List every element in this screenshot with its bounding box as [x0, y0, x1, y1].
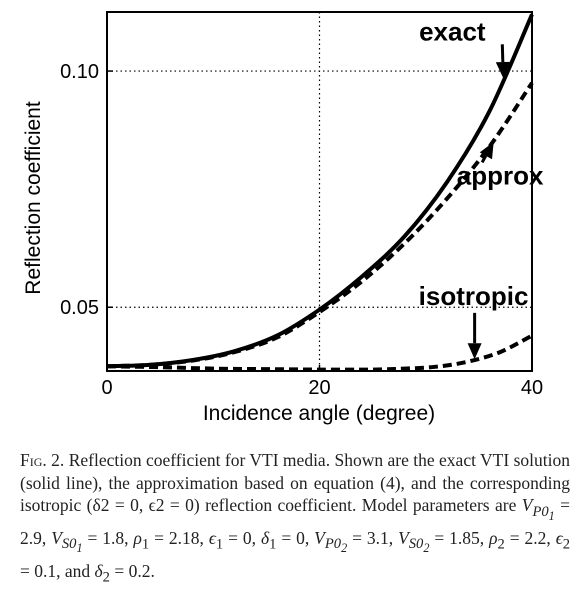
- tick-labels: 0 20 40 0.05 0.10: [60, 61, 543, 399]
- annotation-arrowhead-isotropic: [467, 343, 482, 360]
- figure-caption: Fig. 2. Reflection coefficient for VTI m…: [20, 449, 570, 589]
- annotation-arrow-approx: [480, 155, 488, 164]
- series-approx: [106, 81, 534, 369]
- annotation-approx: approx: [457, 160, 544, 190]
- x-tick-label: 0: [101, 377, 112, 399]
- annotation-isotropic: isotropic: [419, 281, 529, 311]
- annotation-exact: exact: [419, 16, 486, 46]
- annotation-arrowhead-exact: [495, 61, 510, 79]
- caption-label: Fig. 2.: [20, 450, 65, 470]
- series-isotropic: [106, 333, 533, 372]
- annotation-arrow-exact: [500, 44, 505, 63]
- reflection-chart: 0 20 40 0.05 0.10 Incidence angle (degree) R…: [22, 11, 544, 425]
- series-group: [106, 13, 534, 372]
- grid: [107, 12, 532, 371]
- annotations: exact approx isotropic: [419, 16, 544, 360]
- axis-ticks: [106, 70, 533, 371]
- plot-frame: [106, 11, 533, 372]
- y-tick-label: 0.10: [60, 61, 99, 83]
- caption-params: VP01 = 2.9, VS01 = 1.8, ρ1 = 2.18, ϵ1 = …: [20, 495, 571, 586]
- x-tick-label: 20: [308, 377, 330, 399]
- x-axis-label: Incidence angle (degree): [203, 402, 435, 425]
- y-tick-label: 0.05: [60, 297, 99, 319]
- annotation-arrowhead-approx: [479, 141, 494, 160]
- y-axis-label: Reflection coefficient: [22, 101, 45, 295]
- caption-text: Reflection coefficient for VTI media. Sh…: [20, 450, 570, 515]
- x-tick-label: 40: [521, 377, 543, 399]
